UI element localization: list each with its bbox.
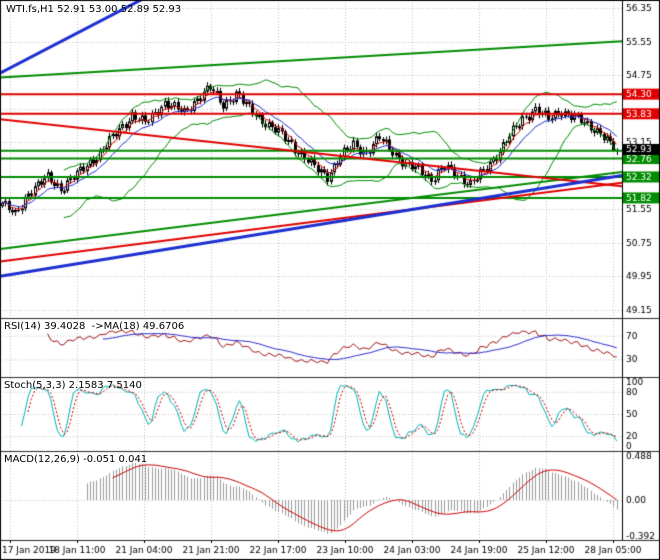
symbol-ohlc-readout: WTI.fs,H1 52.91 53.00 52.89 52.93: [6, 4, 182, 15]
rsi-indicator-label: RSI(14) 39.4028 ->MA(18) 49.6706: [4, 321, 185, 332]
stoch-indicator-label: Stoch(5,3,3) 2.1583 7.5140: [4, 380, 142, 391]
macd-indicator-label: MACD(12,26,9) -0.051 0.041: [4, 454, 148, 465]
